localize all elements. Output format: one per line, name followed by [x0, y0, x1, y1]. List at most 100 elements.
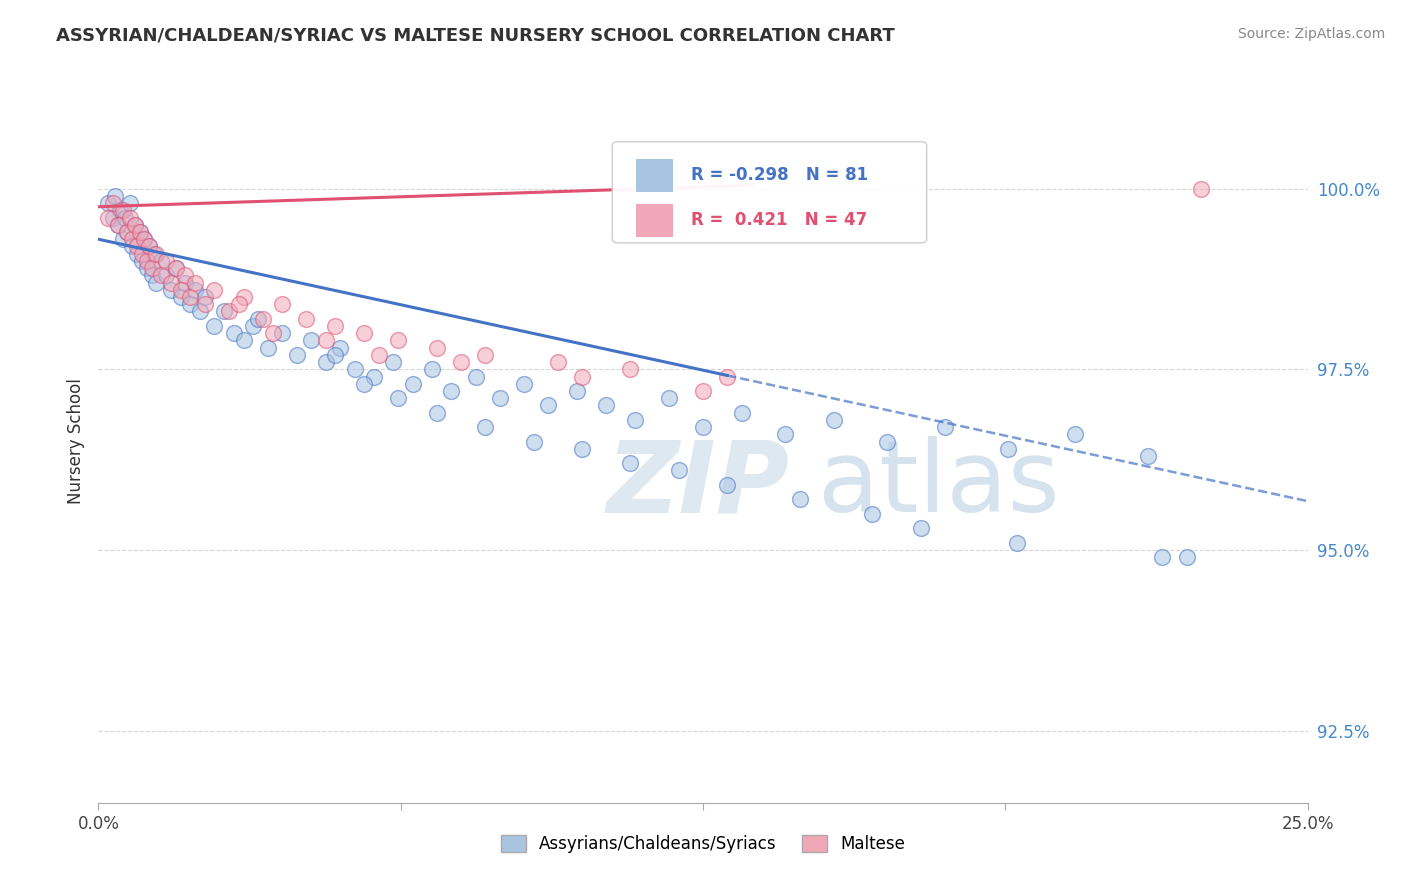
Point	[934, 420, 956, 434]
Point	[773, 427, 796, 442]
Point	[174, 276, 197, 290]
Point	[1136, 449, 1159, 463]
Point	[571, 442, 593, 456]
Point	[117, 225, 139, 239]
Text: ZIP: ZIP	[606, 436, 789, 533]
Point	[860, 507, 883, 521]
Point	[1189, 182, 1212, 196]
Point	[169, 290, 191, 304]
Point	[595, 398, 617, 412]
Point	[315, 355, 337, 369]
Text: R =  0.421   N = 47: R = 0.421 N = 47	[690, 211, 868, 229]
Point	[1152, 550, 1174, 565]
Point	[228, 297, 250, 311]
Point	[117, 225, 139, 239]
Point	[134, 232, 156, 246]
Point	[124, 218, 146, 232]
Point	[619, 362, 641, 376]
Point	[165, 261, 187, 276]
Point	[464, 369, 486, 384]
Point	[107, 218, 129, 232]
Point	[1007, 535, 1029, 549]
Point	[145, 246, 167, 260]
Point	[513, 376, 536, 391]
Point	[271, 326, 294, 341]
Point	[658, 391, 681, 405]
Point	[138, 239, 160, 253]
Point	[537, 398, 560, 412]
Point	[131, 246, 153, 260]
Point	[155, 253, 177, 268]
Point	[111, 203, 134, 218]
Point	[194, 297, 217, 311]
Point	[218, 304, 240, 318]
Point	[111, 232, 134, 246]
Point	[823, 413, 845, 427]
Point	[876, 434, 898, 449]
Point	[567, 384, 589, 398]
Point	[179, 290, 201, 304]
Point	[134, 232, 156, 246]
Point	[194, 290, 217, 304]
Point	[325, 318, 347, 333]
Point	[368, 348, 391, 362]
Point	[128, 225, 150, 239]
Point	[118, 196, 141, 211]
Text: ASSYRIAN/CHALDEAN/SYRIAC VS MALTESE NURSERY SCHOOL CORRELATION CHART: ASSYRIAN/CHALDEAN/SYRIAC VS MALTESE NURS…	[56, 27, 896, 45]
Point	[97, 211, 120, 225]
Point	[145, 276, 167, 290]
Point	[131, 253, 153, 268]
Point	[420, 362, 443, 376]
Point	[997, 442, 1019, 456]
Point	[150, 253, 173, 268]
Point	[523, 434, 546, 449]
Point	[165, 261, 187, 276]
Point	[247, 311, 270, 326]
Point	[118, 211, 141, 225]
Point	[101, 211, 124, 225]
Point	[104, 189, 127, 203]
Point	[160, 276, 183, 290]
Point	[571, 369, 593, 384]
Point	[252, 311, 274, 326]
Point	[402, 376, 425, 391]
Point	[135, 261, 157, 276]
Point	[232, 290, 254, 304]
Point	[135, 253, 157, 268]
Point	[169, 283, 191, 297]
Point	[426, 341, 449, 355]
Point	[101, 196, 124, 211]
Point	[295, 311, 318, 326]
Point	[789, 492, 811, 507]
Point	[114, 211, 136, 225]
Point	[138, 239, 160, 253]
Point	[107, 218, 129, 232]
Point	[668, 463, 690, 477]
Point	[353, 326, 375, 341]
Point	[382, 355, 405, 369]
Point	[160, 283, 183, 297]
Point	[440, 384, 463, 398]
Point	[547, 355, 569, 369]
Text: atlas: atlas	[818, 436, 1060, 533]
Point	[285, 348, 308, 362]
Point	[155, 268, 177, 283]
Point	[127, 246, 149, 260]
Point	[387, 334, 409, 348]
Point	[624, 413, 647, 427]
FancyBboxPatch shape	[637, 159, 672, 192]
Point	[1175, 550, 1198, 565]
Point	[222, 326, 245, 341]
Point	[262, 326, 284, 341]
Point	[174, 268, 197, 283]
Point	[184, 276, 207, 290]
Point	[204, 283, 226, 297]
Point	[124, 218, 146, 232]
Point	[387, 391, 409, 405]
Point	[353, 376, 375, 391]
Point	[143, 246, 166, 260]
Point	[489, 391, 512, 405]
Point	[731, 406, 754, 420]
Y-axis label: Nursery School: Nursery School	[66, 378, 84, 505]
Point	[121, 239, 143, 253]
